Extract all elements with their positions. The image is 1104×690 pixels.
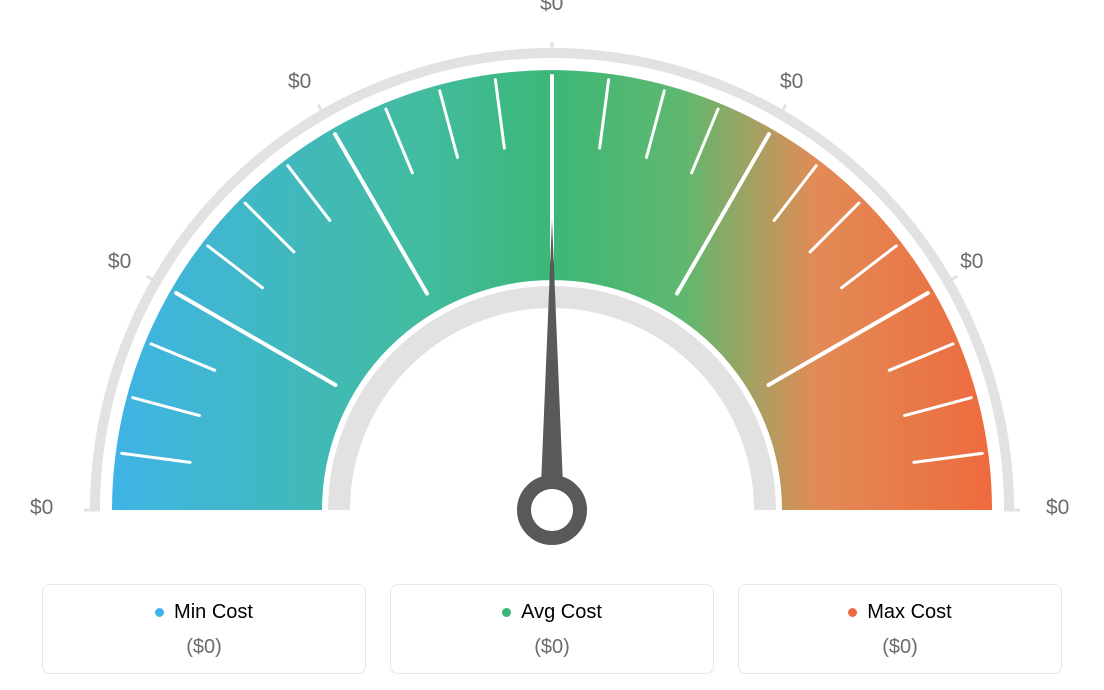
legend-title-min: Min Cost (155, 601, 253, 624)
legend-card-min: Min Cost ($0) (42, 584, 366, 674)
legend-value-max: ($0) (751, 636, 1049, 659)
legend-value-avg: ($0) (403, 636, 701, 659)
legend-label-max: Max Cost (867, 601, 951, 624)
gauge-svg (52, 40, 1052, 580)
legend-bullet-max (848, 608, 857, 617)
legend-label-avg: Avg Cost (521, 601, 602, 624)
legend-row: Min Cost ($0) Avg Cost ($0) Max Cost ($0… (42, 584, 1062, 674)
gauge-tick-label: $0 (960, 250, 983, 274)
legend-bullet-avg (502, 608, 511, 617)
gauge-needle-hub (524, 482, 580, 538)
legend-title-avg: Avg Cost (502, 601, 602, 624)
legend-card-max: Max Cost ($0) (738, 584, 1062, 674)
legend-bullet-min (155, 608, 164, 617)
gauge-tick-label: $0 (1046, 496, 1069, 520)
gauge-area: $0 $0 $0 $0 $0 $0 $0 (0, 0, 1104, 570)
gauge-tick-label: $0 (108, 250, 131, 274)
gauge-tick-label: $0 (30, 496, 53, 520)
gauge-chart-container: $0 $0 $0 $0 $0 $0 $0 Min Cost ($0) Avg Cost ($… (0, 0, 1104, 690)
legend-title-max: Max Cost (848, 601, 951, 624)
gauge-tick-label: $0 (780, 70, 803, 94)
legend-value-min: ($0) (55, 636, 353, 659)
gauge-tick-label: $0 (288, 70, 311, 94)
legend-label-min: Min Cost (174, 601, 253, 624)
legend-card-avg: Avg Cost ($0) (390, 584, 714, 674)
gauge-tick-label: $0 (540, 0, 563, 16)
